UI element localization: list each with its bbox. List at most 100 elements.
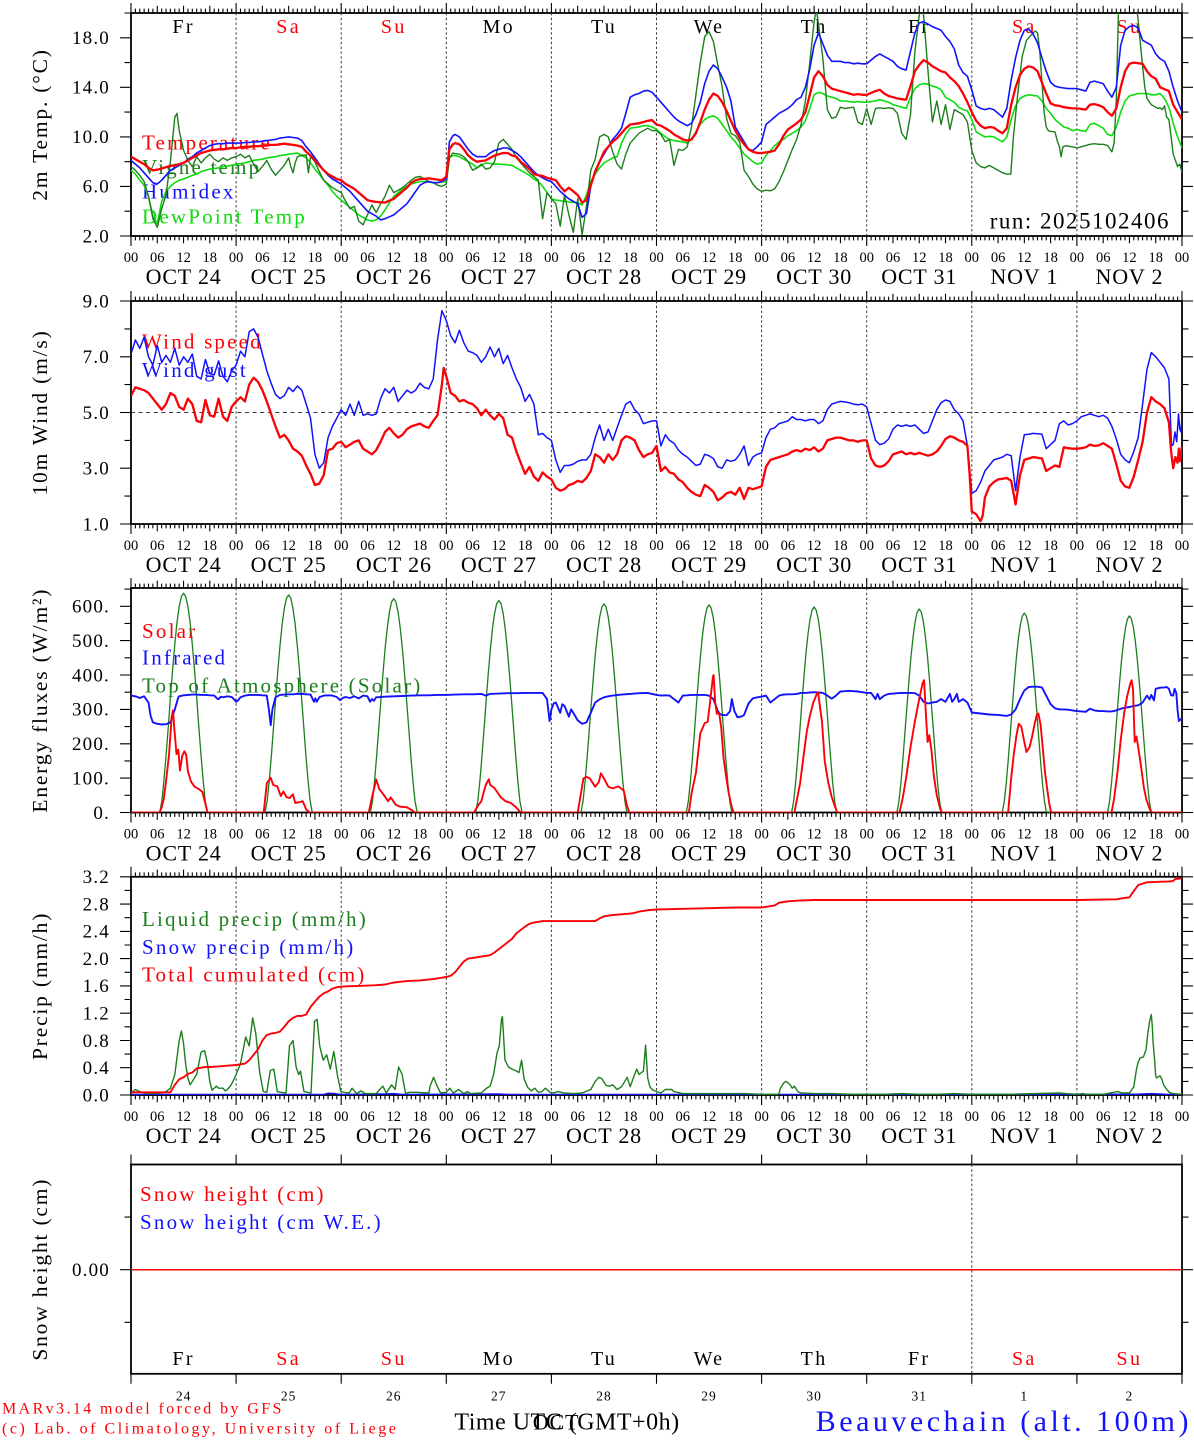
svg-text:OCT 31: OCT 31 <box>881 264 957 289</box>
svg-text:Beauvechain (alt. 100m): Beauvechain (alt. 100m) <box>816 1405 1192 1438</box>
svg-text:00: 00 <box>965 538 980 554</box>
svg-text:3.2: 3.2 <box>83 867 110 888</box>
svg-text:06: 06 <box>781 1109 796 1125</box>
svg-text:We: We <box>694 16 725 38</box>
svg-text:12: 12 <box>1122 1109 1137 1125</box>
svg-text:12: 12 <box>1017 538 1032 554</box>
svg-text:500.: 500. <box>72 631 110 652</box>
svg-text:00: 00 <box>439 1109 454 1125</box>
svg-text:18: 18 <box>308 1109 323 1125</box>
svg-text:18: 18 <box>1148 826 1163 842</box>
svg-text:9.0: 9.0 <box>83 291 110 312</box>
svg-text:OCT 30: OCT 30 <box>776 841 852 866</box>
svg-text:12: 12 <box>1122 826 1137 842</box>
svg-text:06: 06 <box>676 826 691 842</box>
svg-text:12: 12 <box>807 1109 822 1125</box>
svg-text:00: 00 <box>439 250 454 266</box>
svg-text:00: 00 <box>334 1109 349 1125</box>
svg-text:6.0: 6.0 <box>83 177 110 198</box>
svg-text:Snow height (cm W.E.): Snow height (cm W.E.) <box>140 1210 383 1234</box>
svg-text:0.00: 0.00 <box>72 1260 110 1281</box>
svg-text:12: 12 <box>281 250 296 266</box>
svg-text:DewPoint Temp: DewPoint Temp <box>142 205 307 229</box>
svg-text:18: 18 <box>518 250 533 266</box>
svg-text:Fr: Fr <box>172 1348 194 1370</box>
svg-text:5.0: 5.0 <box>83 403 110 424</box>
svg-text:12: 12 <box>702 1109 717 1125</box>
svg-text:Sa: Sa <box>1012 16 1037 38</box>
svg-text:We: We <box>694 1348 725 1370</box>
svg-text:18: 18 <box>623 250 638 266</box>
svg-text:00: 00 <box>229 826 244 842</box>
svg-text:06: 06 <box>255 250 270 266</box>
svg-text:Fr: Fr <box>172 16 194 38</box>
svg-text:00: 00 <box>1070 826 1085 842</box>
svg-text:12: 12 <box>176 250 191 266</box>
svg-text:NOV 1: NOV 1 <box>990 841 1058 866</box>
svg-text:06: 06 <box>676 538 691 554</box>
svg-text:18: 18 <box>308 826 323 842</box>
svg-text:OCT 27: OCT 27 <box>461 1123 537 1148</box>
svg-text:06: 06 <box>1096 826 1111 842</box>
svg-text:00: 00 <box>1070 250 1085 266</box>
svg-text:0.8: 0.8 <box>83 1031 110 1052</box>
svg-text:OCT 29: OCT 29 <box>671 1123 747 1148</box>
svg-text:OCT 24: OCT 24 <box>146 552 222 577</box>
svg-text:06: 06 <box>465 250 480 266</box>
svg-text:06: 06 <box>360 538 375 554</box>
svg-text:OCT 26: OCT 26 <box>356 552 432 577</box>
svg-text:06: 06 <box>360 250 375 266</box>
svg-text:18: 18 <box>1148 1109 1163 1125</box>
svg-text:OCT 30: OCT 30 <box>776 1123 852 1148</box>
svg-text:18: 18 <box>203 826 218 842</box>
svg-text:12: 12 <box>912 250 927 266</box>
svg-text:30: 30 <box>806 1389 822 1404</box>
svg-text:NOV 1: NOV 1 <box>990 264 1058 289</box>
svg-text:100.: 100. <box>72 768 110 789</box>
svg-text:00: 00 <box>1070 538 1085 554</box>
svg-text:Su: Su <box>381 16 407 38</box>
svg-text:00: 00 <box>965 1109 980 1125</box>
svg-text:18: 18 <box>833 538 848 554</box>
svg-text:27: 27 <box>491 1389 507 1404</box>
svg-text:31: 31 <box>911 1389 927 1404</box>
svg-text:00: 00 <box>124 538 139 554</box>
svg-text:Mo: Mo <box>483 1348 515 1370</box>
svg-text:OCT 30: OCT 30 <box>776 552 852 577</box>
svg-text:18: 18 <box>518 1109 533 1125</box>
svg-text:00: 00 <box>439 538 454 554</box>
svg-text:OCT: OCT <box>533 1410 579 1435</box>
svg-text:Total cumulated (cm): Total cumulated (cm) <box>142 963 366 987</box>
svg-text:06: 06 <box>991 826 1006 842</box>
svg-text:12: 12 <box>281 826 296 842</box>
svg-text:NOV 1: NOV 1 <box>990 1123 1058 1148</box>
svg-text:12: 12 <box>702 826 717 842</box>
svg-text:28: 28 <box>596 1389 612 1404</box>
svg-text:run: 2025102406: run: 2025102406 <box>990 209 1170 234</box>
svg-text:OCT 28: OCT 28 <box>566 1123 642 1148</box>
svg-text:Tu: Tu <box>591 1348 617 1370</box>
svg-text:2.0: 2.0 <box>83 949 110 970</box>
svg-text:00: 00 <box>754 250 769 266</box>
svg-text:OCT 26: OCT 26 <box>356 1123 432 1148</box>
svg-text:OCT 24: OCT 24 <box>146 841 222 866</box>
svg-text:NOV 2: NOV 2 <box>1096 264 1164 289</box>
svg-text:18: 18 <box>1148 250 1163 266</box>
svg-text:12: 12 <box>1017 826 1032 842</box>
svg-text:18: 18 <box>413 250 428 266</box>
svg-text:12: 12 <box>492 250 507 266</box>
svg-text:00: 00 <box>965 826 980 842</box>
svg-text:00: 00 <box>859 1109 874 1125</box>
svg-text:18: 18 <box>623 826 638 842</box>
svg-text:00: 00 <box>1070 1109 1085 1125</box>
svg-text:Sa: Sa <box>276 16 301 38</box>
svg-text:00: 00 <box>229 250 244 266</box>
svg-text:00: 00 <box>544 1109 559 1125</box>
svg-text:06: 06 <box>991 1109 1006 1125</box>
svg-text:OCT 26: OCT 26 <box>356 264 432 289</box>
svg-text:00: 00 <box>124 826 139 842</box>
svg-text:12: 12 <box>387 250 402 266</box>
svg-text:1.6: 1.6 <box>83 976 110 997</box>
svg-text:12: 12 <box>807 538 822 554</box>
svg-text:00: 00 <box>229 538 244 554</box>
